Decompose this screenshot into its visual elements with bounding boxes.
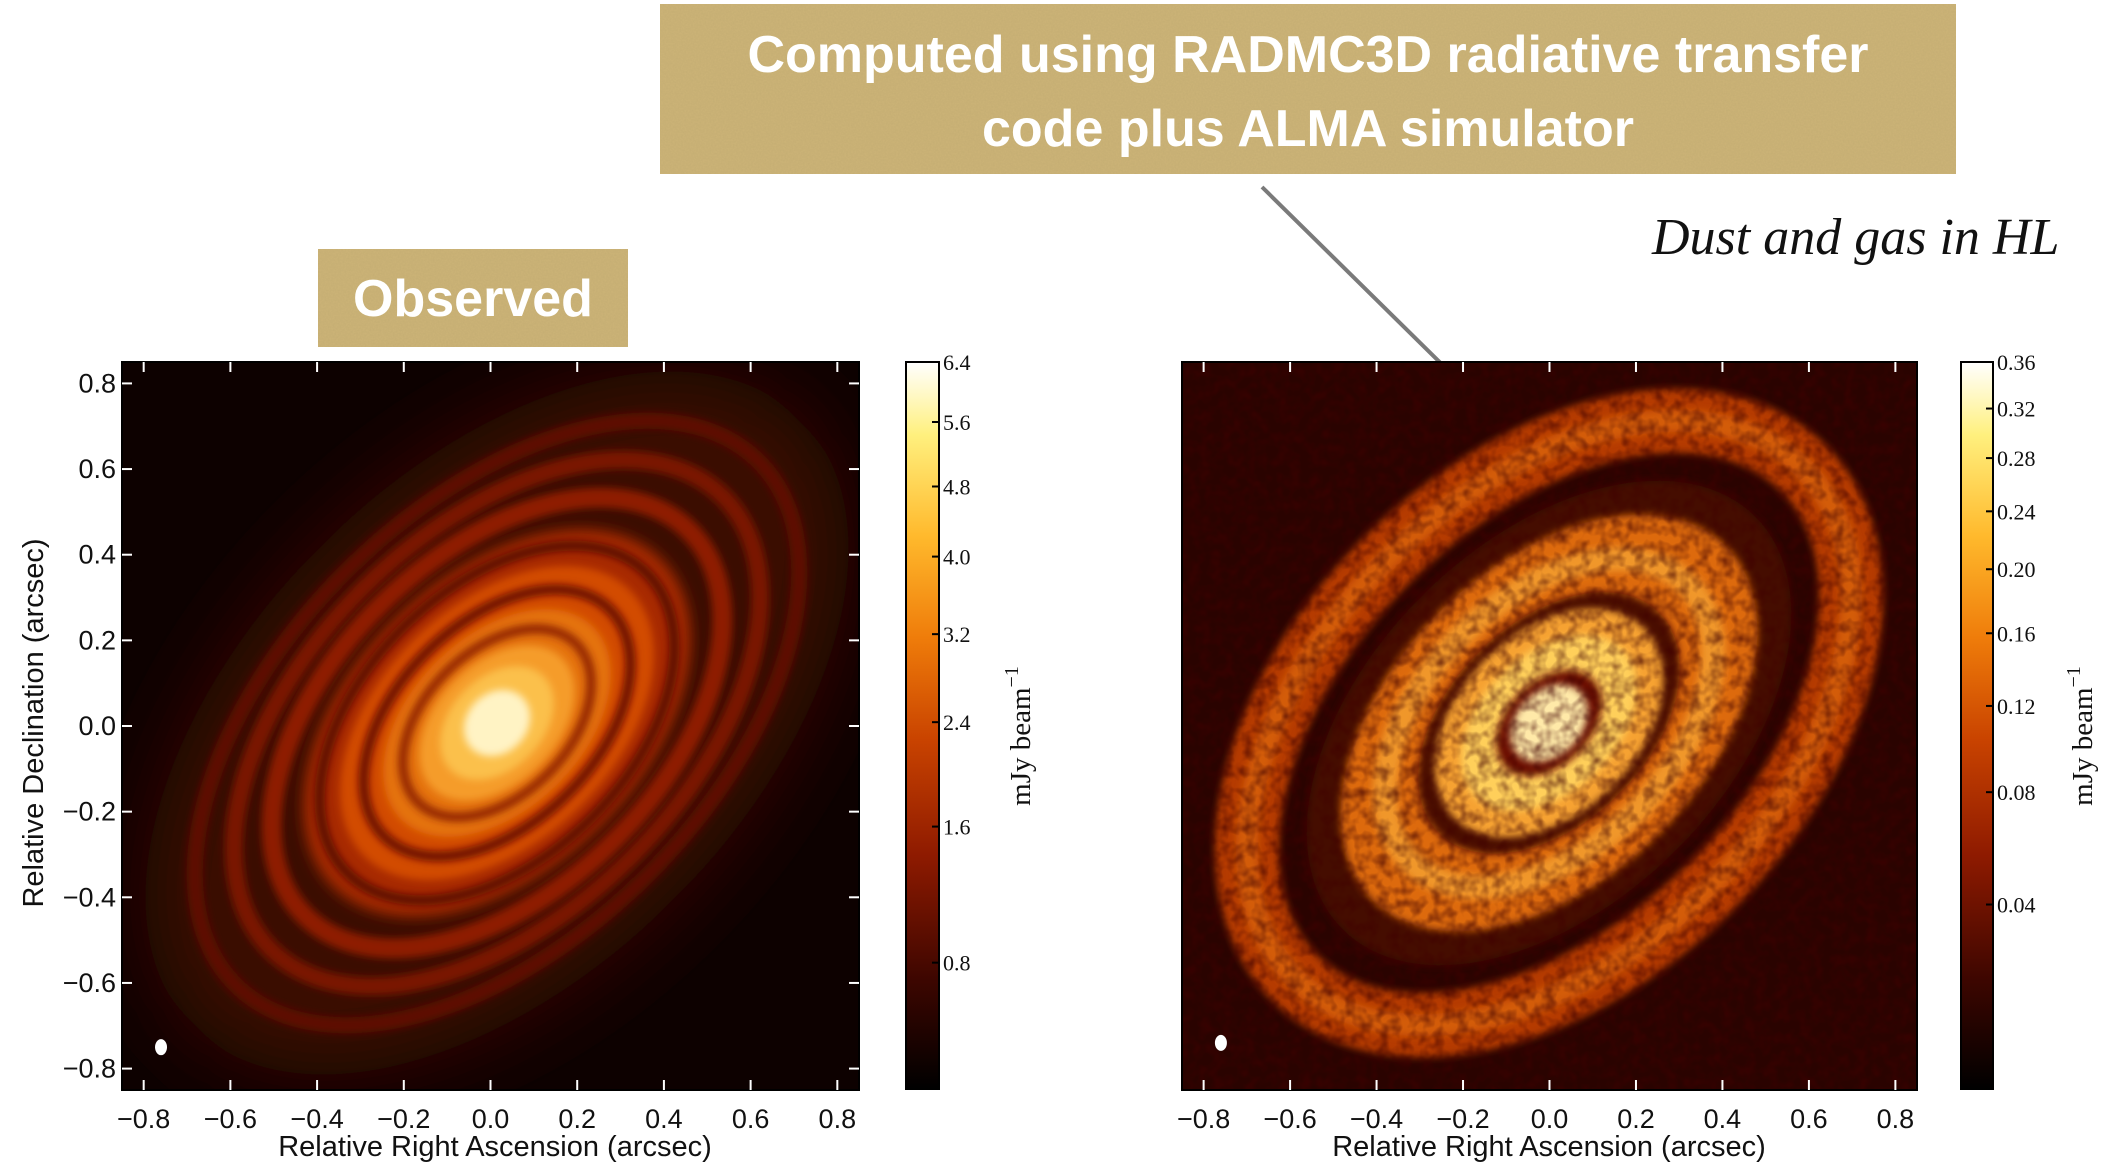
simulated-x-tick-label: 0.8 [1877, 1104, 1915, 1134]
observed-gap-1 [314, 540, 680, 906]
observed-colorbar-tick-label: 1.6 [943, 815, 971, 840]
simulated-colorbar-gradient [1960, 361, 1994, 1090]
observed-y-tick-label: −0.6 [63, 968, 116, 998]
observed-x-tick-label: −0.2 [377, 1104, 430, 1134]
simulated-beam [1214, 1034, 1227, 1051]
simulated-x-tick-label: 0.6 [1790, 1104, 1828, 1134]
observed-beam [155, 1039, 168, 1056]
observed-image [121, 361, 860, 1091]
simulated-axes: −0.8 −0.6 −0.4 −0.2 0.0 0.2 0.4 0.6 0.8 [1177, 362, 1914, 1134]
banner-texture [660, 4, 1956, 174]
observed-colorbar: 6.4 5.6 4.8 4.0 3.2 2.4 1.6 0.8 mJy beam−1 [905, 350, 1037, 1090]
simulated-colorbar-tick-label: 0.08 [1997, 780, 2036, 805]
observed-label-texture [318, 249, 628, 347]
observed-colorbar-tick-label: 0.8 [943, 951, 971, 976]
observed-colorbar-tick-label: 3.2 [943, 622, 971, 647]
observed-colorbar-tick-label: 2.4 [943, 710, 971, 735]
banner-line-1: Computed using RADMC3D radiative transfe… [747, 26, 1868, 84]
arrow-shaft [1260, 185, 1472, 394]
observed-y-tick-label: −0.8 [63, 1054, 116, 1084]
simulated-colorbar-tick-label: 0.12 [1997, 694, 2036, 719]
simulated-colorbar-tick-label: 0.28 [1997, 446, 2036, 471]
observed-x-tick-label: 0.2 [558, 1104, 596, 1134]
simulated-colorbar-tick-label: 0.36 [1997, 350, 2036, 375]
observed-colorbar-label-text: mJy beam [1005, 687, 1037, 806]
observed-x-tick-label: 0.0 [472, 1104, 510, 1134]
banner-line-2: code plus ALMA simulator [982, 100, 1634, 158]
observed-colorbar-label: mJy beam−1 [1001, 666, 1037, 806]
simulated-colorbar-ticks: 0.36 0.32 0.28 0.24 0.20 0.16 0.12 0.08 0.04 [1986, 350, 2036, 918]
simulated-x-tick-label: −0.4 [1350, 1104, 1403, 1134]
observed-y-tick-label: −0.2 [63, 797, 116, 827]
simulated-x-tick-label: 0.4 [1704, 1104, 1742, 1134]
observed-colorbar-tick-label: 4.8 [943, 474, 971, 499]
simulated-colorbar-tick-label: 0.32 [1997, 397, 2036, 422]
observed-y-tick-label: −0.4 [63, 882, 116, 912]
observed-colorbar-tick-label: 5.6 [943, 410, 971, 435]
simulated-noise [1182, 362, 1917, 1090]
observed-colorbar-tick-label: 6.4 [943, 350, 971, 375]
observed-x-tick-label: −0.8 [117, 1104, 170, 1134]
simulated-image [1181, 361, 1918, 1091]
simulated-colorbar-label-text: mJy beam [2067, 687, 2099, 806]
observed-y-tick-label: 0.8 [78, 368, 116, 398]
simulated-colorbar-tick-label: 0.04 [1997, 893, 2036, 918]
observed-x-tick-label: 0.8 [819, 1104, 857, 1134]
observed-x-tick-label: 0.4 [645, 1104, 683, 1134]
observed-disk [145, 371, 849, 1075]
observed-gap-3 [398, 624, 596, 822]
observed-label-text: Observed [353, 270, 593, 328]
observed-outer-ring-1 [186, 412, 808, 1034]
observed-colorbar-ticks: 6.4 5.6 4.8 4.0 3.2 2.4 1.6 0.8 [932, 350, 971, 976]
observed-label: Observed [318, 249, 628, 347]
observed-gap-2 [358, 584, 636, 862]
observed-colorbar-tick-label: 4.0 [943, 545, 971, 570]
observed-x-tick-label: −0.6 [204, 1104, 257, 1134]
slide-title: Dust and gas in HL [1651, 209, 2059, 266]
observed-y-tick-label: 0.0 [78, 711, 116, 741]
observed-colorbar-gradient [905, 361, 940, 1090]
observed-core [463, 689, 531, 757]
observed-y-tick-label: 0.4 [78, 540, 116, 570]
observed-outer-ring-2 [224, 450, 770, 996]
simulated-x-tick-label: 0.2 [1617, 1104, 1655, 1134]
simulated-colorbar-label-exponent: −1 [2063, 666, 2085, 687]
observed-x-tick-label: 0.6 [732, 1104, 770, 1134]
observed-y-tick-label: 0.6 [78, 454, 116, 484]
simulated-colorbar-tick-label: 0.20 [1997, 557, 2036, 582]
simulated-colorbar-tick-label: 0.24 [1997, 499, 2036, 524]
simulated-x-axis-label: Relative Right Ascension (arcsec) [1332, 1131, 1766, 1163]
observed-outer-ring-3 [261, 487, 733, 959]
observed-y-tick-label: 0.2 [78, 625, 116, 655]
simulated-x-tick-label: 0.0 [1531, 1104, 1569, 1134]
observed-y-axis-label: Relative Declination (arcsec) [18, 538, 50, 907]
simulated-colorbar-label: mJy beam−1 [2063, 666, 2099, 806]
simulated-x-tick-label: −0.8 [1177, 1104, 1230, 1134]
simulated-x-tick-label: −0.6 [1263, 1104, 1316, 1134]
banner: Computed using RADMC3D radiative transfe… [660, 4, 1956, 174]
observed-x-tick-label: −0.4 [290, 1104, 343, 1134]
observed-axes: −0.8 −0.6 −0.4 −0.2 0.0 0.2 0.4 0.6 0.8 0.8 0.6 0.4… [63, 362, 859, 1134]
observed-colorbar-label-exponent: −1 [1001, 666, 1023, 687]
observed-x-axis-label: Relative Right Ascension (arcsec) [278, 1131, 712, 1163]
simulated-x-tick-label: −0.2 [1436, 1104, 1489, 1134]
simulated-colorbar: 0.36 0.32 0.28 0.24 0.20 0.16 0.12 0.08 0.04 mJy… [1960, 350, 2099, 1090]
simulated-colorbar-tick-label: 0.16 [1997, 621, 2036, 646]
